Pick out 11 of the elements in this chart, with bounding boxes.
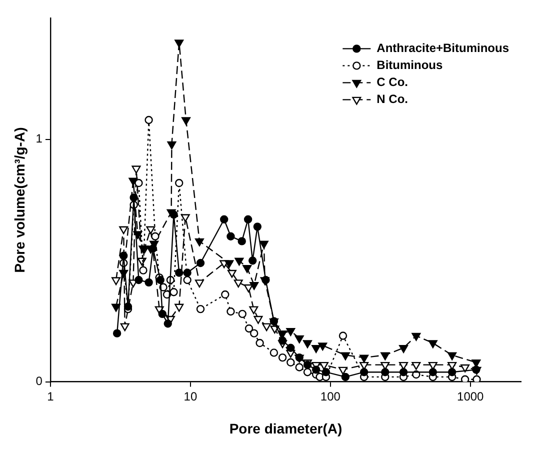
x-tick-label: 1000 <box>457 389 484 404</box>
x-tick-label: 1 <box>47 389 54 404</box>
legend-label: Bituminous <box>376 58 443 72</box>
y-tick-label: 0 <box>36 374 43 388</box>
legend-label: Anthracite+Bituminous <box>376 41 510 56</box>
legend-label: N Co. <box>376 92 408 106</box>
x-tick-label: 100 <box>320 389 341 404</box>
x-axis-title: Pore diameter(A) <box>229 420 342 436</box>
x-tick-label: 10 <box>184 389 198 404</box>
legend-label: C Co. <box>376 75 408 90</box>
y-axis-title: Pore volume(cm³/g-A) <box>11 127 28 273</box>
